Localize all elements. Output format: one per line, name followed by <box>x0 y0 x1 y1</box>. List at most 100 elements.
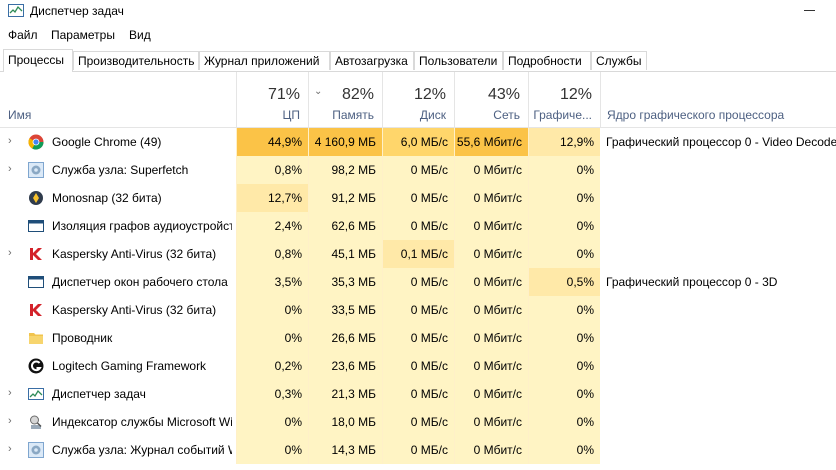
tab-app-history[interactable]: Журнал приложений <box>199 51 330 70</box>
tab-startup[interactable]: Автозагрузка <box>330 51 414 70</box>
window-title: Диспетчер задач <box>30 4 124 18</box>
menu-view[interactable]: Вид <box>129 28 151 42</box>
process-disk: 0 МБ/с <box>382 408 454 436</box>
process-row[interactable]: Kaspersky Anti-Virus (32 бита) 0% 33,5 МБ 0… <box>0 296 836 324</box>
process-name: Диспетчер задач <box>52 387 146 401</box>
process-cpu: 0% <box>236 436 308 464</box>
process-gpu: 0% <box>528 212 600 240</box>
logitech-icon <box>28 358 44 374</box>
process-row[interactable]: › Служба узла: Superfetch 0,8% 98,2 МБ 0 МБ/… <box>0 156 836 184</box>
column-gpu-engine-header[interactable]: Ядро графического процессора <box>600 72 836 127</box>
process-name: Диспетчер окон рабочего стола <box>52 275 228 289</box>
memory-total-percent: 82% <box>341 86 374 103</box>
process-disk: 0 МБ/с <box>382 296 454 324</box>
process-disk: 0 МБ/с <box>382 156 454 184</box>
process-memory: 21,3 МБ <box>308 380 382 408</box>
process-gpu: 0% <box>528 240 600 268</box>
monosnap-icon <box>28 190 44 206</box>
process-cpu: 0,2% <box>236 352 308 380</box>
process-cpu: 0% <box>236 324 308 352</box>
process-memory: 26,6 МБ <box>308 324 382 352</box>
process-name: Индексатор службы Microsoft Windows Sear… <box>52 415 232 429</box>
process-memory: 33,5 МБ <box>308 296 382 324</box>
process-row[interactable]: ›Служба узла: Журнал событий Windows0%14… <box>0 436 836 464</box>
process-name: Google Chrome (49) <box>52 135 162 149</box>
process-row[interactable]: › Google Chrome (49) 44,9% 4 160,9 МБ 6,0 МБ… <box>0 128 836 156</box>
service-gear-icon <box>28 162 44 178</box>
process-disk: 0 МБ/с <box>382 324 454 352</box>
process-disk: 6,0 МБ/с <box>382 128 454 156</box>
process-name: Изоляция графов аудиоустройств Windows <box>52 219 232 233</box>
process-gpu: 0% <box>528 380 600 408</box>
minimize-button[interactable] <box>801 2 819 18</box>
process-row[interactable]: Диспетчер окон рабочего стола 3,5% 35,3 МБ… <box>0 268 836 296</box>
tab-details[interactable]: Подробности <box>503 51 591 70</box>
expand-chevron-icon[interactable]: › <box>8 415 12 427</box>
process-name: Kaspersky Anti-Virus (32 бита) <box>52 247 217 261</box>
disk-total-percent: 12% <box>413 86 446 103</box>
service-gear-icon <box>28 442 44 458</box>
process-row[interactable]: › Диспетчер задач 0,3% 21,3 МБ 0 МБ/с 0 Мбит/… <box>0 380 836 408</box>
column-disk-header[interactable]: 12% Диск <box>382 72 454 127</box>
process-disk: 0 МБ/с <box>382 268 454 296</box>
process-cpu: 0,3% <box>236 380 308 408</box>
process-gpu: 0% <box>528 324 600 352</box>
process-gpu: 0% <box>528 156 600 184</box>
process-row[interactable]: › Индексатор службы Microsoft Windows Sea… <box>0 408 836 436</box>
window-app-icon <box>28 274 44 290</box>
menu-options[interactable]: Параметры <box>51 28 115 42</box>
process-cpu: 3,5% <box>236 268 308 296</box>
process-network: 0 Мбит/с <box>454 380 528 408</box>
column-cpu-header[interactable]: 71% ЦП <box>236 72 308 127</box>
process-memory: 18,0 МБ <box>308 408 382 436</box>
process-network: 0 Мбит/с <box>454 212 528 240</box>
kaspersky-icon <box>28 302 44 318</box>
gpu-engine-header-label: Ядро графического процессора <box>607 108 785 122</box>
process-gpu: 12,9% <box>528 128 600 156</box>
process-cpu: 44,9% <box>236 128 308 156</box>
kaspersky-icon <box>28 246 44 262</box>
tab-users[interactable]: Пользователи <box>414 51 503 70</box>
process-row[interactable]: › Kaspersky Anti-Virus (32 бита) 0,8% 45,1 … <box>0 240 836 268</box>
expand-chevron-icon[interactable]: › <box>8 135 12 147</box>
column-gpu-header[interactable]: 12% Графиче... <box>528 72 600 127</box>
menu-file[interactable]: Файл <box>8 28 38 42</box>
folder-icon <box>28 330 44 346</box>
process-memory: 45,1 МБ <box>308 240 382 268</box>
process-network: 0 Мбит/с <box>454 352 528 380</box>
process-memory: 91,2 МБ <box>308 184 382 212</box>
column-network-header[interactable]: 43% Сеть <box>454 72 528 127</box>
tab-processes[interactable]: Процессы <box>3 49 73 72</box>
expand-chevron-icon[interactable]: › <box>8 387 12 399</box>
tab-services[interactable]: Службы <box>591 51 647 70</box>
process-memory: 35,3 МБ <box>308 268 382 296</box>
sort-descending-icon: ⌄ <box>314 86 323 97</box>
process-gpu: 0% <box>528 184 600 212</box>
cpu-total-percent: 71% <box>267 86 300 103</box>
column-name-header[interactable]: Имя <box>8 108 32 122</box>
task-manager-icon <box>8 4 24 17</box>
process-network: 0 Мбит/с <box>454 324 528 352</box>
process-network: 55,6 Мбит/с <box>454 128 528 156</box>
expand-chevron-icon[interactable]: › <box>8 247 12 259</box>
process-gpu-engine: Графический процессор 0 - 3D <box>606 275 778 289</box>
column-memory-header[interactable]: ⌄ 82% Память <box>308 72 382 127</box>
tab-performance[interactable]: Производительность <box>73 51 199 70</box>
process-gpu: 0% <box>528 352 600 380</box>
process-row[interactable]: Проводник 0% 26,6 МБ 0 МБ/с 0 Мбит/с 0% <box>0 324 836 352</box>
network-header-label: Сеть <box>493 108 520 122</box>
process-row[interactable]: Logitech Gaming Framework 0,2% 23,6 МБ 0 МБ… <box>0 352 836 380</box>
process-cpu: 0,8% <box>236 156 308 184</box>
process-row[interactable]: Monosnap (32 бита) 12,7% 91,2 МБ 0 МБ/с 0 Мб… <box>0 184 836 212</box>
process-disk: 0 МБ/с <box>382 212 454 240</box>
search-indexer-icon <box>28 414 44 430</box>
column-header: Имя 71% ЦП ⌄ 82% Память 12% Диск 43% Сет… <box>0 72 836 128</box>
expand-chevron-icon[interactable]: › <box>8 163 12 175</box>
process-network: 0 Мбит/с <box>454 436 528 464</box>
expand-chevron-icon[interactable]: › <box>8 443 12 455</box>
process-network: 0 Мбит/с <box>454 296 528 324</box>
process-memory: 62,6 МБ <box>308 212 382 240</box>
process-memory: 14,3 МБ <box>308 436 382 464</box>
title-bar: Диспетчер задач <box>0 0 836 22</box>
process-row[interactable]: Изоляция графов аудиоустройств Windows 2,… <box>0 212 836 240</box>
